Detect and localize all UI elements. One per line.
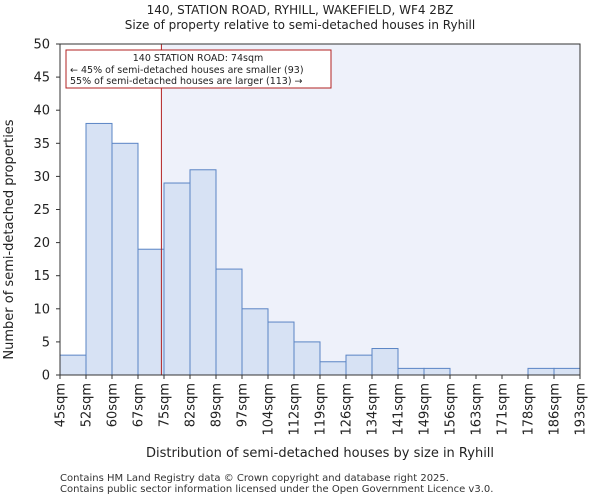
y-tick-label: 35	[33, 137, 50, 152]
bar-119sqm	[319, 361, 347, 376]
bar-126sqm	[345, 354, 373, 376]
x-tick-label: 126sqm	[340, 383, 355, 436]
bar-112sqm	[293, 341, 321, 376]
x-tick-label: 89sqm	[210, 383, 225, 427]
bar-67sqm	[137, 248, 165, 376]
bar-82sqm	[189, 169, 217, 376]
annotation-box: 140 STATION ROAD: 74sqm ← 45% of semi-de…	[65, 49, 332, 89]
x-tick-label: 171sqm	[496, 383, 511, 436]
x-tick-label: 186sqm	[548, 383, 563, 436]
chart-subtitle: Size of property relative to semi-detach…	[124, 18, 476, 32]
chart-title: 140, STATION ROAD, RYHILL, WAKEFIELD, WF…	[146, 3, 454, 17]
x-tick-label: 141sqm	[392, 383, 407, 436]
y-tick-label: 40	[33, 104, 50, 119]
bar-60sqm	[111, 142, 139, 376]
x-tick-label: 156sqm	[444, 383, 459, 436]
bar-104sqm	[267, 321, 295, 376]
x-tick-label: 82sqm	[184, 383, 199, 427]
footer-line-1: Contains HM Land Registry data © Crown c…	[60, 473, 449, 484]
bar-149sqm	[423, 367, 451, 376]
y-tick-label: 45	[33, 71, 50, 86]
y-tick-label: 20	[33, 236, 50, 251]
x-tick-label: 163sqm	[470, 383, 485, 436]
x-tick-label: 112sqm	[288, 383, 303, 436]
bar-97sqm	[241, 308, 269, 376]
y-tick-label: 10	[33, 302, 50, 317]
bars-group	[59, 122, 581, 376]
bar-141sqm	[397, 367, 425, 376]
annotation-line-3: 55% of semi-detached houses are larger (…	[70, 76, 303, 87]
x-tick-label: 67sqm	[132, 383, 147, 427]
bar-178sqm	[527, 367, 555, 376]
y-tick-label: 50	[33, 38, 50, 53]
y-tick-label: 5	[42, 335, 50, 350]
footer-line-2: Contains public sector information licen…	[60, 484, 494, 495]
x-tick-label: 75sqm	[158, 383, 173, 427]
bar-75sqm	[163, 182, 191, 376]
x-tick-label: 52sqm	[80, 383, 95, 427]
x-tick-label: 119sqm	[314, 383, 329, 436]
x-tick-label: 134sqm	[366, 383, 381, 436]
annotation-line-1: 140 STATION ROAD: 74sqm	[133, 53, 264, 64]
bar-52sqm	[85, 122, 113, 376]
x-axis-label: Distribution of semi-detached houses by …	[146, 446, 494, 461]
bar-45sqm	[59, 354, 87, 376]
x-tick-label: 97sqm	[236, 383, 251, 427]
bar-89sqm	[215, 268, 243, 376]
y-tick-label: 30	[33, 170, 50, 185]
plot-frame	[59, 43, 581, 376]
bar-134sqm	[371, 348, 399, 376]
y-tick-label: 15	[33, 269, 50, 284]
y-axis: 0 5 10 15 20 25 30 35 40 45 50	[33, 38, 60, 384]
x-tick-label: 104sqm	[262, 383, 277, 436]
bar-186sqm	[553, 367, 581, 376]
y-tick-label: 0	[42, 369, 50, 384]
y-axis-label: Number of semi-detached properties	[2, 119, 17, 359]
x-tick-label: 193sqm	[574, 383, 589, 436]
y-tick-label: 25	[33, 203, 50, 218]
x-tick-label: 149sqm	[418, 383, 433, 436]
annotation-line-2: ← 45% of semi-detached houses are smalle…	[70, 65, 304, 76]
x-tick-label: 60sqm	[106, 383, 121, 427]
x-tick-label: 178sqm	[522, 383, 537, 436]
x-axis: 45sqm 52sqm 60sqm 67sqm 75sqm 82sqm 89sqm 97sqm…	[54, 375, 589, 436]
x-tick-label: 45sqm	[54, 383, 69, 427]
chart: 0 5 10 15 20 25 30 35 40 45 50 45sqm 52sqm 60sqm 67sq…	[2, 38, 589, 462]
